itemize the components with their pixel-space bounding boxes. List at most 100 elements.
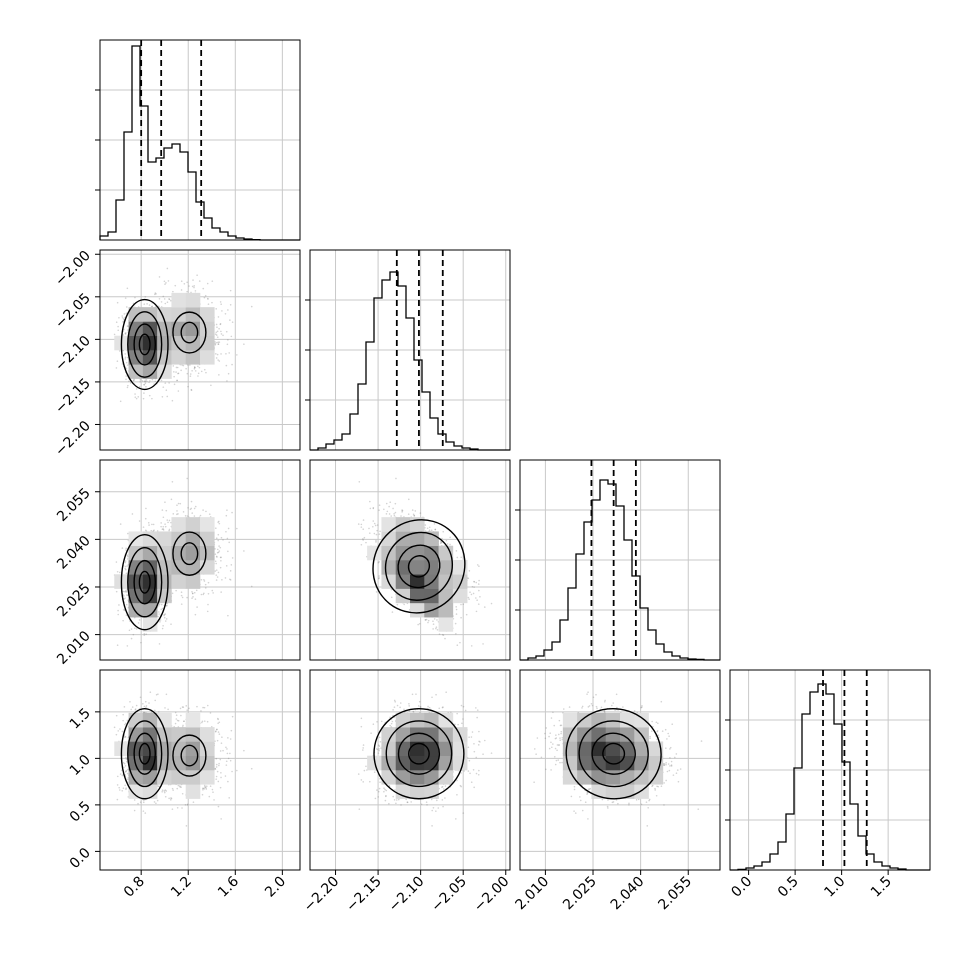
- scatter-point: [126, 364, 129, 366]
- scatter-point: [176, 366, 179, 369]
- scatter-point: [151, 523, 153, 526]
- scatter-point: [214, 560, 217, 563]
- scatter-point: [125, 378, 127, 381]
- scatter-point: [168, 298, 171, 301]
- scatter-point: [219, 546, 222, 549]
- scatter-point: [217, 571, 220, 574]
- scatter-point: [219, 556, 222, 559]
- scatter-point: [138, 520, 141, 522]
- scatter-point: [168, 298, 170, 300]
- scatter-point: [225, 514, 228, 517]
- scatter-point: [193, 368, 196, 370]
- scatter-point: [164, 382, 167, 384]
- scatter-point: [145, 633, 147, 635]
- scatter-point: [392, 507, 394, 510]
- scatter-point: [215, 537, 218, 540]
- scatter-point: [176, 510, 178, 512]
- scatter-point: [166, 301, 169, 304]
- scatter-point: [476, 599, 478, 602]
- panel-2-2: [515, 459, 721, 661]
- panel-frame: [729, 669, 931, 871]
- scatter-point: [197, 365, 199, 368]
- scatter-point: [428, 529, 431, 532]
- scatter-point: [180, 369, 182, 372]
- scatter-point: [164, 620, 167, 622]
- scatter-point: [227, 309, 229, 311]
- scatter-point: [394, 511, 397, 514]
- scatter-point: [150, 305, 153, 308]
- scatter-point: [115, 321, 118, 324]
- scatter-point: [372, 520, 375, 522]
- scatter-point: [182, 511, 185, 513]
- scatter-point: [424, 619, 427, 621]
- scatter-point: [163, 280, 166, 283]
- scatter-point: [477, 583, 480, 585]
- scatter-point: [160, 301, 163, 303]
- scatter-point: [470, 593, 473, 596]
- scatter-point: [189, 375, 192, 377]
- scatter-point: [140, 641, 142, 644]
- scatter-point: [188, 285, 190, 287]
- scatter-point: [187, 506, 189, 509]
- scatter-point: [393, 514, 396, 517]
- scatter-point: [186, 477, 189, 480]
- scatter-point: [205, 510, 207, 513]
- scatter-point: [455, 613, 458, 615]
- scatter-point: [190, 291, 192, 294]
- scatter-point: [118, 316, 120, 319]
- scatter-point: [225, 353, 227, 355]
- density-cell: [200, 517, 215, 532]
- density-cell: [171, 292, 187, 308]
- scatter-point: [158, 305, 160, 308]
- scatter-point: [229, 579, 232, 581]
- scatter-point: [207, 603, 209, 606]
- scatter-point: [220, 536, 223, 539]
- scatter-point: [378, 509, 380, 511]
- scatter-point: [194, 290, 197, 292]
- scatter-point: [177, 390, 180, 392]
- scatter-point: [187, 364, 189, 366]
- scatter-point: [173, 383, 176, 386]
- scatter-point: [180, 289, 183, 291]
- scatter-point: [124, 597, 126, 599]
- scatter-point: [147, 521, 150, 524]
- scatter-point: [151, 397, 153, 400]
- scatter-point: [360, 543, 363, 546]
- scatter-point: [194, 366, 196, 369]
- scatter-point: [165, 389, 168, 392]
- scatter-point: [225, 530, 227, 533]
- histogram-2: [520, 479, 720, 661]
- scatter-point: [116, 570, 119, 573]
- density-cell: [171, 517, 187, 532]
- scatter-point: [168, 519, 171, 522]
- scatter-point: [362, 519, 365, 521]
- scatter-point: [176, 379, 178, 382]
- scatter-point: [478, 565, 480, 568]
- scatter-point: [194, 370, 197, 372]
- scatter-point: [200, 578, 203, 581]
- scatter-point: [385, 513, 388, 515]
- scatter-point: [204, 583, 207, 586]
- scatter-point: [236, 354, 238, 356]
- scatter-point: [115, 561, 118, 563]
- scatter-point: [116, 360, 119, 363]
- scatter-point: [170, 498, 173, 501]
- scatter-point: [134, 296, 136, 299]
- scatter-point: [173, 375, 175, 378]
- scatter-point: [357, 523, 360, 525]
- scatter-point: [124, 356, 127, 359]
- scatter-point: [215, 341, 218, 344]
- scatter-point: [206, 297, 209, 300]
- scatter-point: [151, 305, 154, 308]
- scatter-point: [214, 343, 217, 346]
- scatter-point: [218, 374, 220, 376]
- scatter-point: [435, 627, 437, 630]
- density-cell: [200, 321, 215, 337]
- density-cell: [157, 531, 172, 547]
- scatter-point: [172, 513, 175, 515]
- scatter-point: [218, 341, 221, 343]
- scatter-point: [216, 556, 218, 558]
- scatter-point: [185, 367, 187, 370]
- scatter-point: [125, 572, 128, 575]
- scatter-point: [125, 367, 128, 370]
